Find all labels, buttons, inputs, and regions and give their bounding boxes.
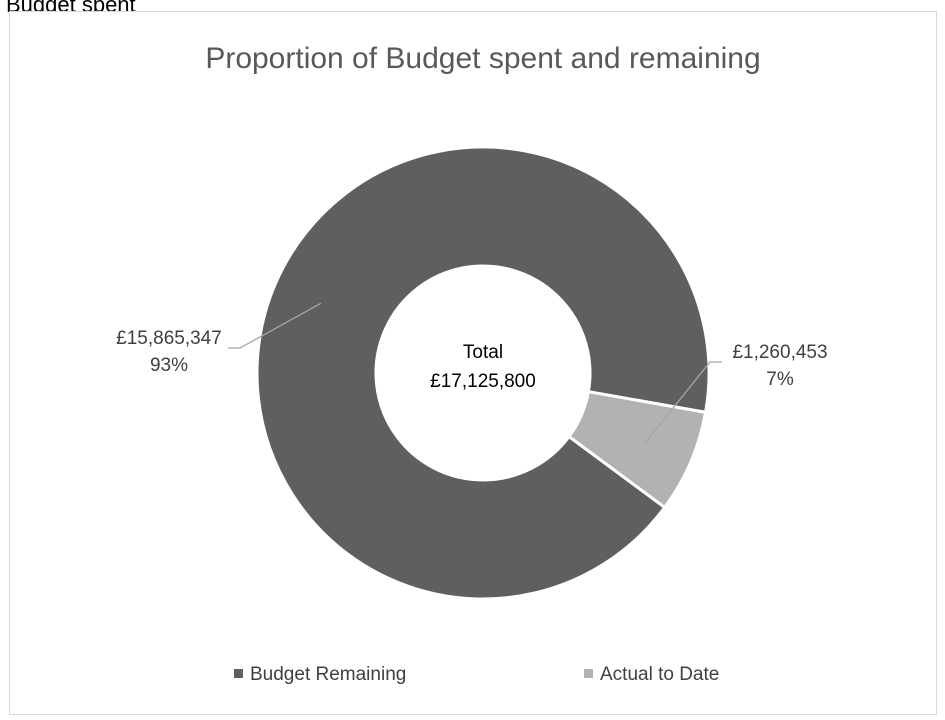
legend: Budget Remaining Actual to Date: [234, 664, 719, 685]
data-label-value-actual-to-date: £1,260,453: [732, 342, 827, 363]
legend-item-actual-to-date: Actual to Date: [584, 664, 719, 685]
data-label-percent-actual-to-date: 7%: [766, 369, 794, 390]
data-label-percent-budget-remaining: 93%: [150, 355, 188, 376]
center-label-amount: £17,125,800: [430, 371, 536, 392]
center-label-total: Total: [463, 342, 503, 363]
slices-layer: [255, 145, 711, 601]
leader-line-budget-remaining: [228, 302, 322, 349]
legend-label-actual-to-date: Actual to Date: [600, 664, 719, 685]
legend-label-budget-remaining: Budget Remaining: [250, 664, 406, 685]
labels-layer: £1,260,453 7% £15,865,347 93%: [116, 302, 828, 444]
legend-swatch-budget-remaining: [234, 669, 243, 678]
slice-budget-remaining: [255, 145, 711, 601]
legend-item-budget-remaining: Budget Remaining: [234, 664, 406, 685]
data-label-value-budget-remaining: £15,865,347: [116, 328, 222, 349]
leader-line-actual-to-date: [644, 361, 722, 444]
chart-title: Proportion of Budget spent and remaining: [205, 42, 760, 75]
legend-swatch-actual-to-date: [584, 669, 593, 678]
